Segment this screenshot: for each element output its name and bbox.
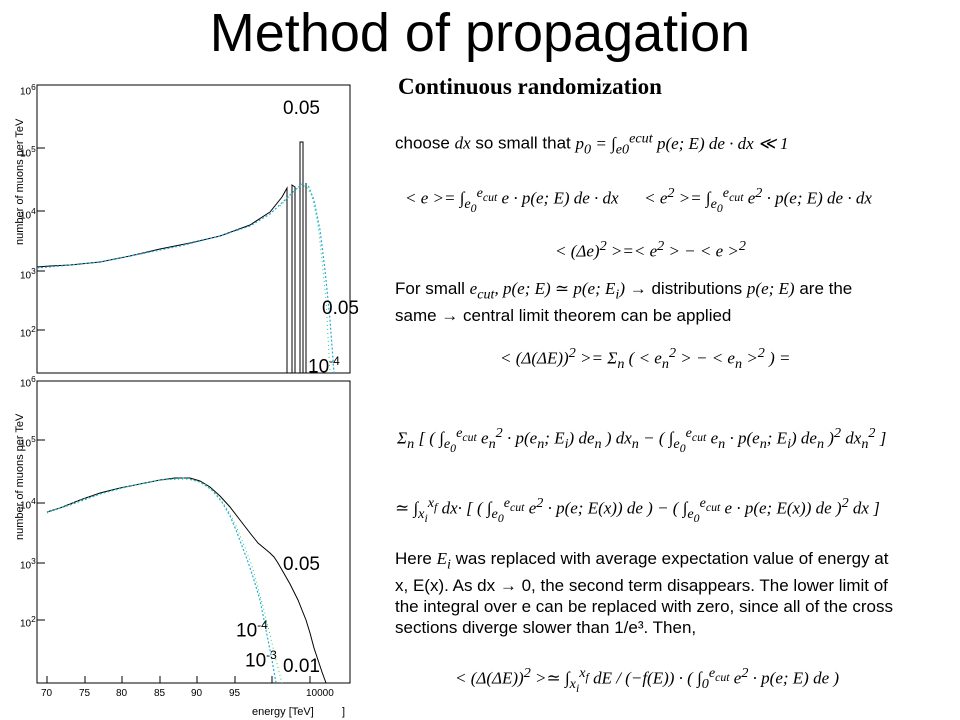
slide-title: Method of propagation — [209, 3, 751, 63]
top-anno-1e-4: 10-4 — [308, 354, 340, 378]
eq-sum-expanded: Σn [ ( ∫e0ecut en2 · p(en; Ei) den ) dxn… — [397, 425, 887, 455]
bottom-anno-001: 0.01 — [283, 656, 320, 677]
top-ytick-1e2: 102 — [20, 324, 36, 340]
bottom-ytick-1e5: 105 — [20, 434, 36, 450]
bottom-plot-ticks — [37, 380, 311, 683]
here-paragraph: Here Ei was replaced with average expect… — [395, 549, 893, 638]
top-plot-black-series — [36, 141, 307, 374]
bottom-plot-ylabel: number of muons per TeV — [14, 413, 26, 540]
bottom-plot-cyan-series — [46, 477, 277, 684]
bottom-ytick-1e6: 106 — [20, 374, 36, 390]
bottom-anno-1e-3: 10-3 — [245, 648, 277, 672]
xlabel-bracket: ] — [342, 706, 346, 718]
bottom-anno-005: 0.05 — [283, 554, 320, 575]
bottom-plot-black-series — [46, 477, 327, 684]
xtick-85: 85 — [154, 688, 166, 699]
xtick-80: 80 — [116, 688, 128, 699]
section-heading: Continuous randomization — [398, 74, 662, 99]
top-plot-green-series — [279, 185, 331, 374]
xtick-90: 90 — [191, 688, 203, 699]
top-ytick-1e4: 104 — [20, 206, 36, 222]
xtick-70: 70 — [41, 688, 53, 699]
bottom-ytick-1e4: 104 — [20, 496, 36, 512]
top-ytick-1e3: 103 — [20, 266, 36, 282]
xlabel: energy [TeV] — [252, 706, 314, 718]
top-ytick-1e5: 105 — [20, 144, 36, 160]
xtick-95: 95 — [229, 688, 241, 699]
top-anno-005-a: 0.05 — [283, 98, 320, 119]
bottom-anno-1e-4: 10-4 — [236, 618, 268, 642]
eq-final: < (Δ(ΔE))2 >≃ ∫xixf dE / (−f(E)) · ( ∫0e… — [455, 665, 840, 695]
eq-variance: < (Δe)2 >=< e2 > − < e >2 — [555, 238, 746, 261]
top-plot-cyan-series — [36, 183, 335, 374]
top-plot-ylabel: number of muons per TeV — [14, 118, 26, 245]
xtick-75: 75 — [79, 688, 91, 699]
eq-sum-variance: < (Δ(ΔE))2 >= Σn ( < en2 > − < en >2 ) = — [500, 345, 791, 373]
top-plot-ticks — [37, 84, 45, 331]
bottom-ytick-1e2: 102 — [20, 614, 36, 630]
xtick-10000: 10000 — [306, 688, 334, 699]
bottom-plot-frame — [36, 380, 351, 684]
top-anno-005-b: 0.05 — [322, 298, 359, 319]
eq-integral: ≃ ∫xixf dx· [ ( ∫e0ecut e2 · p(e; E(x)) … — [395, 495, 880, 525]
top-plot-frame — [36, 84, 351, 374]
choose-line: choose dx so small that p0 = ∫e0ecut p(e… — [395, 130, 789, 158]
for-small-line: For small ecut, p(e; E) ≃ p(e; Ei) → dis… — [395, 279, 853, 326]
eq-mean-e: < e >= ∫e0ecut e · p(e; E) de · dx < e2 … — [405, 185, 872, 215]
bottom-ytick-1e3: 103 — [20, 556, 36, 572]
top-ytick-1e6: 106 — [20, 82, 36, 98]
